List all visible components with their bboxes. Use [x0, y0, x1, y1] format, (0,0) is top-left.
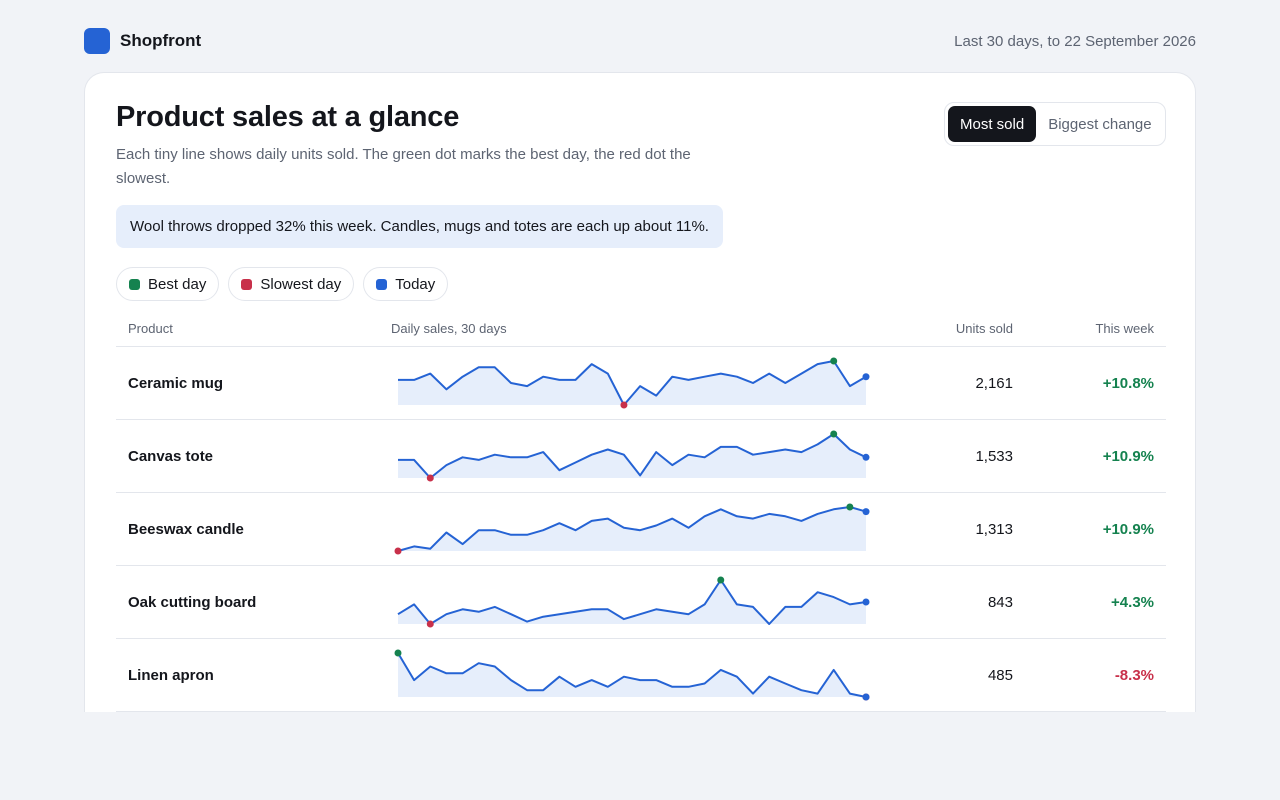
sparkline-line	[398, 433, 867, 479]
weekly-change: +10.9%	[1102, 520, 1154, 538]
best-day-dot	[830, 357, 838, 365]
table-header: Product Daily sales, 30 days Units sold …	[116, 311, 1166, 347]
sparkline	[392, 566, 872, 638]
weekly-change: +10.9%	[1102, 447, 1154, 465]
product-name: Beeswax candle	[128, 520, 244, 538]
units-sold: 1,313	[975, 520, 1013, 538]
brand-logo-icon	[84, 28, 110, 54]
slowest-day-dot	[394, 547, 402, 555]
top-bar: Shopfront Last 30 days, to 22 September …	[84, 28, 1196, 54]
page-bottom	[0, 712, 1280, 800]
units-sold: 485	[987, 666, 1013, 684]
legend-best-day: Best day	[116, 267, 220, 301]
sparkline-chart	[398, 430, 870, 482]
sparkline	[392, 347, 872, 419]
today-dot	[862, 508, 870, 516]
best-day-dot	[717, 576, 725, 584]
sparkline-area	[398, 580, 866, 624]
today-dot	[862, 453, 870, 461]
sparkline	[392, 420, 872, 492]
sparkline-line	[398, 360, 867, 406]
legend-label: Best day	[148, 275, 207, 293]
slowest-day-dot	[426, 620, 434, 628]
sort-toggle: Most sold Biggest change	[944, 102, 1166, 146]
sparkline-line	[397, 506, 867, 552]
today-dot	[862, 598, 870, 606]
today-dot	[862, 373, 870, 381]
units-sold: 2,161	[975, 374, 1013, 392]
sales-card: Product sales at a glance Each tiny line…	[84, 72, 1196, 732]
column-header-this-week[interactable]: This week	[1095, 321, 1154, 336]
page-title: Product sales at a glance	[116, 101, 460, 133]
insight-banner: Wool throws dropped 32% this week. Candl…	[116, 205, 723, 248]
product-name: Oak cutting board	[128, 593, 257, 611]
weekly-change: -8.3%	[1114, 666, 1154, 684]
sparkline-chart	[394, 649, 870, 701]
slowest-day-dot	[426, 474, 434, 482]
units-sold: 1,533	[975, 447, 1013, 465]
slowest-day-dot	[620, 401, 628, 409]
table-row[interactable]: Linen apron 485 -8.3%	[116, 639, 1166, 712]
best-day-dot	[394, 649, 402, 657]
weekly-change: +10.8%	[1102, 374, 1154, 392]
page-subtitle: Each tiny line shows daily units sold. T…	[116, 146, 691, 187]
sparkline-chart	[398, 357, 870, 409]
today-dot	[862, 693, 870, 701]
product-name: Ceramic mug	[128, 374, 224, 392]
sparkline-line	[397, 652, 867, 698]
legend-today: Today	[363, 267, 449, 301]
best-day-swatch-icon	[129, 278, 140, 290]
sparkline-line	[397, 579, 867, 625]
brand[interactable]: Shopfront	[84, 28, 201, 54]
column-header-daily-sales: Daily sales, 30 days	[391, 321, 507, 336]
sparkline-chart	[394, 503, 870, 555]
column-header-units-sold[interactable]: Units sold	[955, 321, 1013, 336]
brand-name: Shopfront	[120, 31, 202, 50]
weekly-change: +4.3%	[1111, 593, 1154, 611]
table-row[interactable]: Oak cutting board 843 +4.3%	[116, 566, 1166, 639]
sparkline	[392, 493, 872, 565]
date-range-label: Last 30 days, to 22 September 2026	[954, 32, 1196, 50]
best-day-dot	[830, 430, 838, 438]
column-header-product[interactable]: Product	[128, 321, 173, 336]
sort-most-sold-button[interactable]: Most sold	[948, 106, 1037, 142]
sparkline-chart	[397, 576, 870, 628]
today-swatch-icon	[376, 278, 388, 290]
product-name: Linen apron	[128, 666, 214, 684]
sparkline-area	[398, 361, 866, 405]
legend-slowest-day: Slowest day	[228, 267, 355, 301]
legend-label: Today	[395, 275, 436, 293]
table-row[interactable]: Ceramic mug 2,161 +10.8%	[116, 347, 1166, 420]
legend: Best day Slowest day Today	[116, 267, 449, 301]
product-name: Canvas tote	[128, 447, 214, 465]
sparkline	[392, 639, 872, 711]
table-row[interactable]: Canvas tote 1,533 +10.9%	[116, 420, 1166, 493]
table-row[interactable]: Beeswax candle 1,313 +10.9%	[116, 493, 1166, 566]
best-day-dot	[846, 503, 854, 511]
sparkline-area	[398, 434, 866, 478]
units-sold: 843	[987, 593, 1013, 611]
legend-label: Slowest day	[260, 275, 342, 293]
slowest-day-swatch-icon	[241, 278, 253, 290]
table-body: Ceramic mug 2,161 +10.8% Canvas tote 1,533 +1…	[116, 347, 1166, 712]
product-table: Product Daily sales, 30 days Units sold …	[116, 311, 1166, 712]
sort-biggest-change-button[interactable]: Biggest change	[1048, 115, 1152, 133]
sparkline-area	[398, 653, 866, 697]
